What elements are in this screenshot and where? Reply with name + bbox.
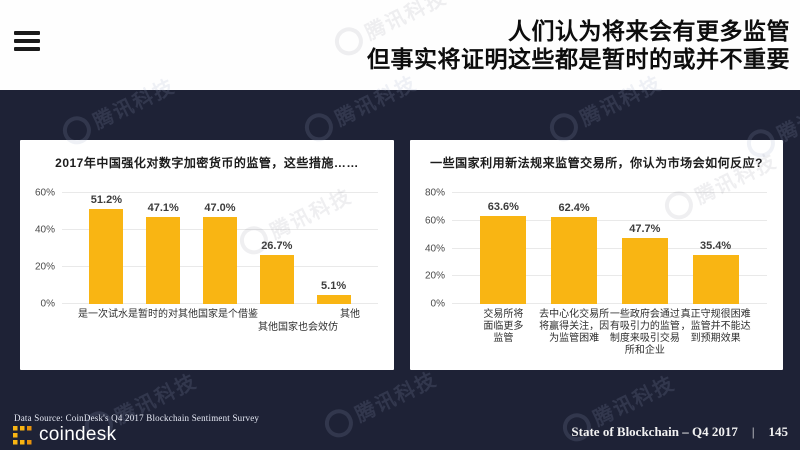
x-axis-label: 其他 <box>340 309 360 320</box>
coindesk-logo-text: coindesk <box>39 424 117 445</box>
gridline <box>452 303 767 304</box>
x-axis-label-slot: 是暂时的 <box>128 304 168 321</box>
gridline <box>452 275 767 277</box>
tencent-logo-icon <box>329 22 368 60</box>
x-axis-label: 其他国家也会效仿 <box>258 322 338 333</box>
x-axis-labels: 交易所将 面临更多 监管 去中心化交易所 将赢得关注，因 为监管困难 一些政府会通过… <box>452 304 767 357</box>
chart-plot-area: 0% 20% 40% 60% 80% 63.6% 62.4% 47.7% 35.4% <box>410 188 783 310</box>
y-axis-tick-label: 60% <box>424 215 445 227</box>
y-axis-tick-label: 20% <box>34 261 55 273</box>
y-axis-tick-label: 80% <box>424 187 445 199</box>
x-axis-label-slot: 其他国家也会效仿 <box>258 304 338 333</box>
x-axis-label: 真正守规很困难 ，监管并不能达 到预期效果 <box>680 309 751 344</box>
x-axis-label: 去中心化交易所 将赢得关注，因 为监管困难 <box>539 309 610 344</box>
x-axis-label: 一些政府会通过 有吸引力的监管 制度来吸引交易 所和企业 <box>609 309 680 356</box>
bar-value-label: 63.6% <box>487 200 519 213</box>
bars: 51.2% 47.1% 47.0% 26.7% 5.1% <box>62 193 378 304</box>
y-axis-tick-label: 0% <box>40 298 55 310</box>
chart-panel-exchange-regulation: 一些国家利用新法规来监管交易所，你认为市场会如何反应? 0% 20% 40% 60% 8… <box>410 140 783 370</box>
chart-panel-china-regulation: 2017年中国强化对数字加密货币的监管，这些措施…… 0% 20% 40% 60% 5… <box>20 140 394 370</box>
bar-value-label: 47.1% <box>147 201 179 214</box>
bar-value-label: 62.4% <box>558 202 590 215</box>
bar-slot: 35.4% <box>680 193 751 304</box>
tencent-tech-watermark: 腾讯科技 <box>319 363 441 442</box>
bar-value-label: 35.4% <box>700 239 732 252</box>
x-axis-label: 交易所将 面临更多 监管 <box>483 309 524 344</box>
report-title: State of Blockchain – Q4 2017 <box>571 424 738 439</box>
bars: 63.6% 62.4% 47.7% 35.4% <box>452 193 767 304</box>
coindesk-logo-icon <box>13 425 32 444</box>
bar-slot: 47.0% <box>192 193 249 304</box>
plot: 63.6% 62.4% 47.7% 35.4% <box>452 192 767 304</box>
hamburger-bar <box>14 31 40 35</box>
bar-value-label: 5.1% <box>321 279 347 292</box>
x-axis-label: 对其他国家是个借鉴 <box>168 309 258 320</box>
divider: | <box>751 424 755 439</box>
bar <box>146 216 181 304</box>
x-axis-label-slot: 其他 <box>338 304 362 321</box>
x-axis-label: 是暂时的 <box>128 309 168 320</box>
bar-value-label: 26.7% <box>261 239 293 252</box>
bar <box>551 217 598 304</box>
bar <box>692 254 739 304</box>
coindesk-logo: coindesk <box>13 424 116 446</box>
page-reference: State of Blockchain – Q4 2017 | 145 <box>571 424 788 440</box>
header: 人们认为将来会有更多监管 但事实将证明这些都是暂时的或并不重要 腾讯科技 <box>0 0 800 90</box>
chart-title: 一些国家利用新法规来监管交易所，你认为市场会如何反应? <box>430 156 763 170</box>
y-axis-tick-label: 40% <box>424 243 445 254</box>
data-source-note: Data Source: CoinDesk's Q4 2017 Blockcha… <box>14 413 260 423</box>
y-axis-tick-label: 20% <box>424 270 445 282</box>
y-axis-tick-label: 0% <box>430 298 445 310</box>
tencent-logo-icon <box>319 404 358 442</box>
bar-slot: 51.2% <box>78 193 135 304</box>
x-axis-labels: 是一次试水 是暂时的 对其他国家是个借鉴 其他国家也会效仿 其他 <box>62 304 378 333</box>
bar-slot: 47.1% <box>135 193 192 304</box>
y-axis-tick-label: 60% <box>34 187 55 199</box>
x-axis-label-slot: 真正守规很困难 ，监管并不能达 到预期效果 <box>680 304 751 357</box>
gridline <box>452 219 767 221</box>
slide-title-line2: 但事实将证明这些都是暂时的或并不重要 <box>367 46 790 72</box>
gridline <box>452 192 767 193</box>
bar <box>89 209 124 304</box>
slide-title: 人们认为将来会有更多监管 但事实将证明这些都是暂时的或并不重要 <box>367 17 790 73</box>
bar-value-label: 47.0% <box>204 202 236 215</box>
bar-slot: 62.4% <box>539 193 610 304</box>
bar-slot: 26.7% <box>248 193 305 304</box>
bar <box>621 237 668 304</box>
hamburger-bar <box>14 47 40 51</box>
bar-slot: 5.1% <box>305 193 362 304</box>
chart-plot-area: 0% 20% 40% 60% 51.2% 47.1% 47.0% 26.7% 5.1% <box>20 188 394 310</box>
x-axis-label-slot: 交易所将 面临更多 监管 <box>468 304 539 357</box>
x-axis-label-slot: 对其他国家是个借鉴 <box>168 304 258 321</box>
y-axis: 0% 20% 40% 60% <box>20 188 62 310</box>
gridline <box>62 192 378 193</box>
slide-title-line1: 人们认为将来会有更多监管 <box>508 18 790 44</box>
gridline <box>452 247 767 249</box>
x-axis-label: 是一次试水 <box>78 309 128 320</box>
bar-slot: 47.7% <box>610 193 681 304</box>
bar <box>480 215 527 304</box>
bar <box>259 254 294 304</box>
bar-slot: 63.6% <box>468 193 539 304</box>
x-axis-label-slot: 去中心化交易所 将赢得关注，因 为监管困难 <box>539 304 610 357</box>
bar <box>202 217 237 304</box>
x-axis-label-slot: 一些政府会通过 有吸引力的监管 制度来吸引交易 所和企业 <box>610 304 681 357</box>
x-axis-label-slot: 是一次试水 <box>78 304 128 321</box>
y-axis: 0% 20% 40% 60% 80% <box>410 188 452 310</box>
page-number: 145 <box>768 424 789 439</box>
y-axis-tick-label: 40% <box>34 224 55 236</box>
bar-value-label: 51.2% <box>90 194 122 207</box>
hamburger-bar <box>14 39 40 43</box>
chart-title: 2017年中国强化对数字加密货币的监管，这些措施…… <box>55 156 359 170</box>
hamburger-menu-icon[interactable] <box>14 31 40 51</box>
bar-value-label: 47.7% <box>629 222 661 235</box>
bar <box>316 294 351 304</box>
plot: 51.2% 47.1% 47.0% 26.7% 5.1% <box>62 192 378 304</box>
